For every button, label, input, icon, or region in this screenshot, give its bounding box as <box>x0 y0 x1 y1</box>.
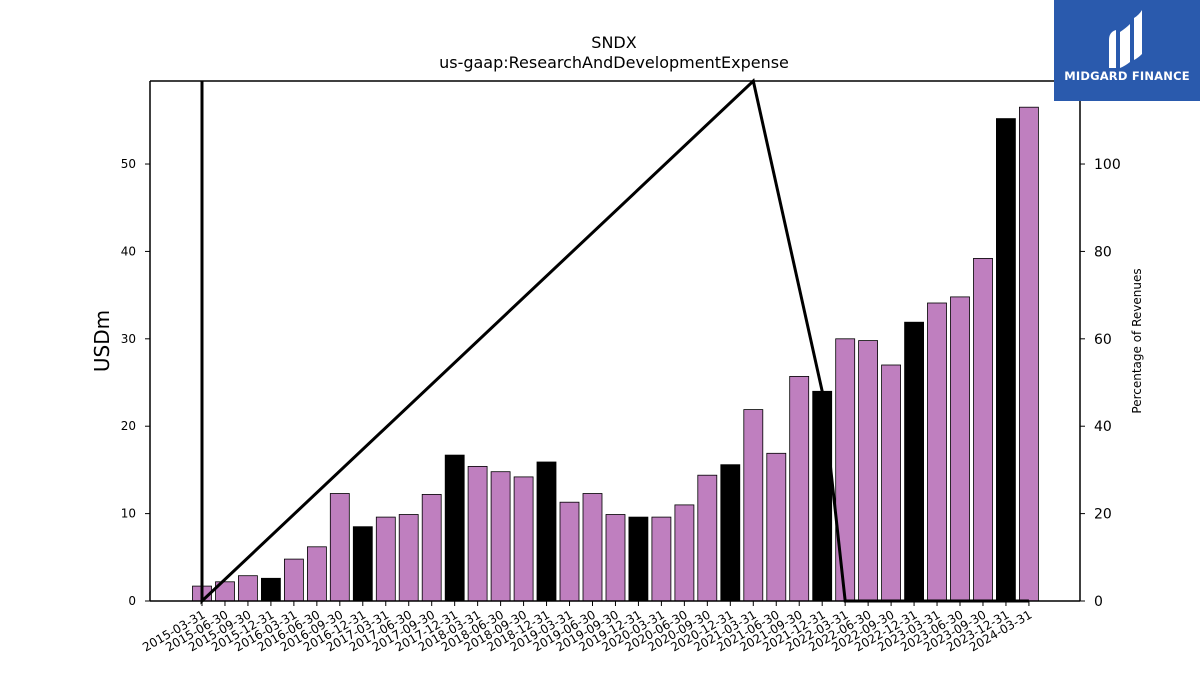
bar-2021-12-31 <box>812 390 833 602</box>
bar-2023-09-30 <box>973 257 993 602</box>
logo-text: MIDGARD FINANCE <box>1064 69 1190 83</box>
y-tick-label: 50 <box>121 157 136 171</box>
bar-2022-09-30 <box>881 364 901 602</box>
bar-2019-12-31 <box>628 516 649 602</box>
brand-logo: MIDGARD FINANCE <box>1054 0 1200 101</box>
bar-2017-12-31 <box>444 454 465 602</box>
y-axis-right-label: Percentage of Revenues <box>1130 268 1144 413</box>
bar-2016-06-30 <box>306 546 327 602</box>
y-right-tick-label: 60 <box>1094 332 1112 348</box>
y-tick-label: 0 <box>128 594 136 608</box>
chart-subtitle: us-gaap:ResearchAndDevelopmentExpense <box>439 53 789 72</box>
y-right-tick-label: 20 <box>1094 507 1112 523</box>
x-ticks: 2015-03-312015-06-302015-09-302015-12-31… <box>140 601 1034 654</box>
bar-2021-09-30 <box>789 375 810 602</box>
bar-2015-12-31 <box>260 577 281 602</box>
y-right-tick-label: 100 <box>1094 157 1121 173</box>
bars-group <box>192 106 1039 602</box>
y-right-tick-label: 0 <box>1094 594 1103 610</box>
y-axis-label: USDm <box>90 310 114 372</box>
bar-2023-03-31 <box>927 302 947 602</box>
y-ticks-left: 0 10 20 30 40 50 <box>121 157 150 608</box>
chart-title: SNDX <box>591 33 636 52</box>
bar-2018-09-30 <box>513 476 534 602</box>
y-right-tick-label: 40 <box>1094 419 1112 435</box>
y-tick-label: 30 <box>121 332 136 346</box>
bar-2021-03-31 <box>743 409 764 602</box>
bar-2019-03-31 <box>559 501 580 602</box>
bar-2015-09-30 <box>237 575 258 602</box>
bar-2018-03-31 <box>467 465 488 602</box>
bar-2017-09-30 <box>421 493 442 602</box>
bar-2021-06-30 <box>766 452 787 602</box>
bar-2023-12-31 <box>996 118 1016 602</box>
bar-2022-06-30 <box>858 340 878 602</box>
bar-2018-12-31 <box>536 461 557 602</box>
y-right-tick-label: 80 <box>1094 244 1112 260</box>
bar-2016-12-31 <box>352 526 373 602</box>
bar-2017-03-31 <box>375 516 396 602</box>
bar-2022-12-31 <box>904 321 924 602</box>
y-tick-label: 40 <box>121 244 136 258</box>
y-tick-label: 20 <box>121 419 136 433</box>
bar-2023-06-30 <box>950 296 970 602</box>
bar-2024-03-31 <box>1019 106 1039 602</box>
bar-2022-03-31 <box>835 338 856 602</box>
bar-2019-09-30 <box>605 514 626 602</box>
bar-2020-03-31 <box>651 516 672 602</box>
bar-2020-09-30 <box>697 474 718 602</box>
bar-2017-06-30 <box>398 514 419 602</box>
bar-2020-12-31 <box>720 464 741 602</box>
y-ticks-right: 0 20 40 60 80 100 <box>1080 157 1121 610</box>
bar-2019-06-30 <box>582 493 603 602</box>
logo-mark-icon <box>1109 10 1142 68</box>
bar-2016-09-30 <box>329 493 350 602</box>
bar-2020-06-30 <box>674 504 695 602</box>
y-tick-label: 10 <box>121 507 136 521</box>
bar-2018-06-30 <box>490 471 511 602</box>
bar-2016-03-31 <box>283 558 304 602</box>
